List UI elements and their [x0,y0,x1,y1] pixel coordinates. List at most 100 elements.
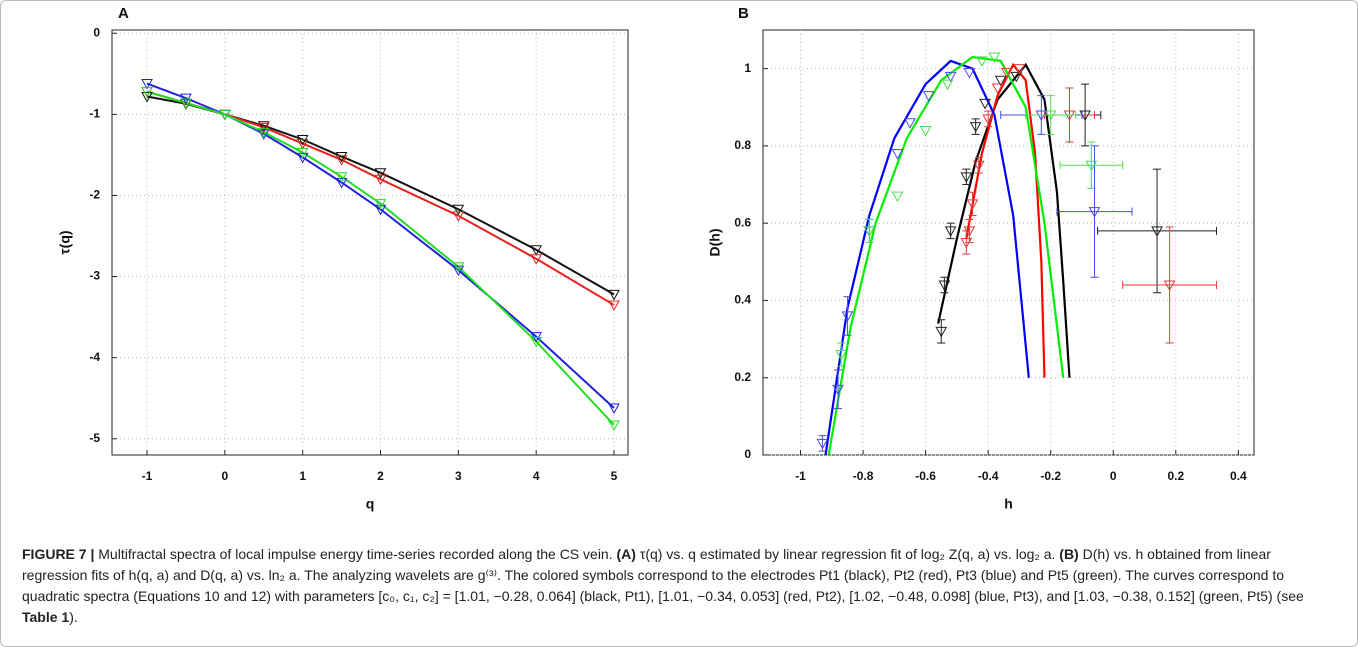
marker [452,262,465,273]
x-tick-label: 1 [299,469,306,483]
x-error-bar [1025,111,1077,119]
marker [976,56,988,67]
marker [141,92,153,103]
marker [608,403,620,414]
plot-area [762,29,1255,456]
marker [919,125,932,137]
marker [608,300,620,311]
marker [982,114,995,125]
y-tick-label: 0 [744,447,751,461]
marker [452,265,465,277]
plot-area [111,29,629,456]
marker [891,149,904,160]
y-error-bar [837,342,846,367]
marker [257,129,270,140]
marker [452,204,465,216]
panel-label: B [738,5,749,22]
x-tick-label: 5 [611,469,618,483]
x-error-bar [1097,226,1217,235]
y-tick-label: 0.4 [734,293,751,307]
y-tick-label: 1 [744,61,751,75]
marker [296,139,309,150]
marker [979,98,991,110]
marker [257,121,270,132]
y-tick-label: 0.8 [734,138,751,152]
y-tick-label: -5 [89,431,100,445]
y-error-bar [965,218,974,243]
marker [835,350,848,361]
marker [257,127,270,139]
marker [374,174,387,186]
marker [994,75,1007,87]
y-tick-label: 0.2 [734,370,751,384]
marker [141,79,153,90]
x-tick-label: -0.8 [853,469,874,483]
marker [335,172,348,183]
caption-text: D(h) vs. h obtained from linear regressi… [22,546,1304,604]
marker [863,226,876,237]
caption-text: τ(q) vs. q estimated by linear regressio… [635,546,1060,562]
x-tick-label: 2 [377,469,384,483]
caption-ref: (A) [616,546,636,562]
caption-ref: (B) [1059,546,1079,562]
x-error-bar [1122,281,1217,289]
y-tick-label: -2 [89,188,100,202]
marker [530,336,543,348]
y-error-bar [843,296,852,336]
marker [832,384,844,396]
marker [335,152,348,163]
marker [530,254,543,265]
marker [1044,110,1057,122]
x-tick-label: 3 [455,469,462,483]
marker [374,168,387,179]
y-error-bar [937,319,946,344]
y-error-bar [968,191,977,216]
marker [944,71,957,83]
marker [935,326,948,338]
marker [608,289,620,301]
marker [904,118,916,129]
y-error-bar [834,369,843,410]
marker [1013,64,1026,75]
marker [972,160,985,172]
y-error-bar [865,218,874,243]
x-tick-label: 0 [1110,469,1117,483]
y-axis-label: D(h) [707,229,723,257]
marker [960,172,973,183]
figure: -1 0 1 2 3 4 5 -5 -4 -3 -2 -1 0 Aq τ(q) -1 -0.8 -0.6 -0.4 -… [57,5,1255,512]
y-tick-label: 0 [93,25,100,39]
marker [335,155,348,166]
x-tick-label: 0.4 [1230,469,1247,483]
marker [816,438,829,450]
marker [141,87,153,98]
x-tick-label: 0.2 [1167,469,1184,483]
marker [969,122,982,133]
marker [891,191,904,203]
marker [988,52,1001,64]
series-line [146,90,615,426]
caption-text: ). [69,609,78,625]
marker [941,79,954,91]
marker [1163,280,1176,292]
marker [335,177,348,189]
x-error-bar [1056,207,1133,216]
y-tick-label: -1 [89,107,100,121]
marker [374,204,387,216]
x-tick-label: -1 [795,469,806,483]
x-tick-label: -0.4 [978,469,999,483]
marker [296,147,309,159]
fit-curve [937,62,1071,378]
marker [1085,160,1098,172]
y-tick-label: -4 [89,350,100,364]
x-tick-label: 0 [222,469,229,483]
marker [1088,207,1101,218]
marker [374,199,387,210]
marker [1010,71,1023,83]
x-error-bar [1059,161,1124,170]
y-tick-label: -3 [89,269,100,283]
marker [608,420,620,432]
marker [452,211,465,222]
marker [1001,68,1013,79]
marker [938,280,951,292]
x-tick-label: 4 [533,469,540,483]
